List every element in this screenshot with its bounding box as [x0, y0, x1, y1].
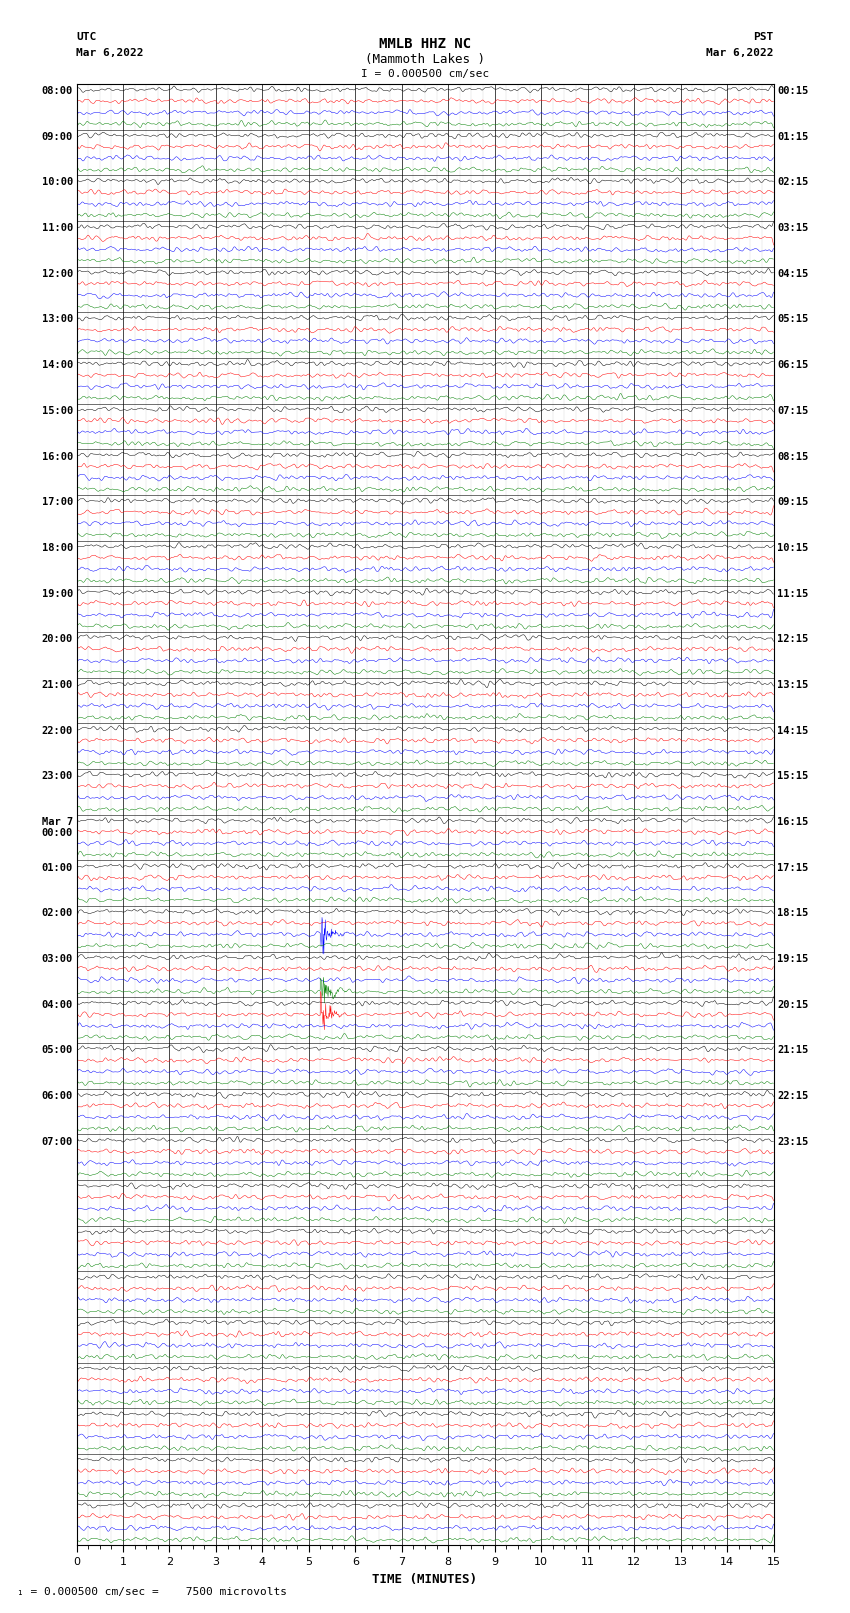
- Text: Mar 7
00:00: Mar 7 00:00: [42, 816, 73, 839]
- Text: 01:00: 01:00: [42, 863, 73, 873]
- Text: 04:15: 04:15: [777, 269, 808, 279]
- Text: 23:15: 23:15: [777, 1137, 808, 1147]
- Text: 14:15: 14:15: [777, 726, 808, 736]
- Text: 02:15: 02:15: [777, 177, 808, 187]
- Text: 21:15: 21:15: [777, 1045, 808, 1055]
- Text: 19:15: 19:15: [777, 953, 808, 965]
- Text: 11:15: 11:15: [777, 589, 808, 598]
- Text: 09:15: 09:15: [777, 497, 808, 506]
- Text: 10:00: 10:00: [42, 177, 73, 187]
- Text: 06:00: 06:00: [42, 1090, 73, 1100]
- Text: 22:00: 22:00: [42, 726, 73, 736]
- X-axis label: TIME (MINUTES): TIME (MINUTES): [372, 1573, 478, 1586]
- Text: 14:00: 14:00: [42, 360, 73, 369]
- Text: UTC: UTC: [76, 32, 97, 42]
- Text: 13:00: 13:00: [42, 315, 73, 324]
- Text: 00:15: 00:15: [777, 85, 808, 97]
- Text: 15:15: 15:15: [777, 771, 808, 781]
- Text: 22:15: 22:15: [777, 1090, 808, 1100]
- Text: 11:00: 11:00: [42, 223, 73, 234]
- Text: 23:00: 23:00: [42, 771, 73, 781]
- Text: 16:00: 16:00: [42, 452, 73, 461]
- Text: 17:00: 17:00: [42, 497, 73, 506]
- Text: 03:15: 03:15: [777, 223, 808, 234]
- Text: Mar 6,2022: Mar 6,2022: [706, 48, 774, 58]
- Text: 18:00: 18:00: [42, 544, 73, 553]
- Text: 15:00: 15:00: [42, 406, 73, 416]
- Text: 20:15: 20:15: [777, 1000, 808, 1010]
- Text: 05:15: 05:15: [777, 315, 808, 324]
- Text: 01:15: 01:15: [777, 132, 808, 142]
- Text: I = 0.000500 cm/sec: I = 0.000500 cm/sec: [361, 69, 489, 79]
- Text: 02:00: 02:00: [42, 908, 73, 918]
- Text: 16:15: 16:15: [777, 816, 808, 827]
- Text: 21:00: 21:00: [42, 679, 73, 690]
- Text: 12:15: 12:15: [777, 634, 808, 644]
- Text: 04:00: 04:00: [42, 1000, 73, 1010]
- Text: MMLB HHZ NC: MMLB HHZ NC: [379, 37, 471, 52]
- Text: 03:00: 03:00: [42, 953, 73, 965]
- Text: 10:15: 10:15: [777, 544, 808, 553]
- Text: 13:15: 13:15: [777, 679, 808, 690]
- Text: 05:00: 05:00: [42, 1045, 73, 1055]
- Text: 07:00: 07:00: [42, 1137, 73, 1147]
- Text: 18:15: 18:15: [777, 908, 808, 918]
- Text: Mar 6,2022: Mar 6,2022: [76, 48, 144, 58]
- Text: PST: PST: [753, 32, 774, 42]
- Text: 20:00: 20:00: [42, 634, 73, 644]
- Text: (Mammoth Lakes ): (Mammoth Lakes ): [365, 53, 485, 66]
- Text: 07:15: 07:15: [777, 406, 808, 416]
- Text: 12:00: 12:00: [42, 269, 73, 279]
- Text: 06:15: 06:15: [777, 360, 808, 369]
- Text: 08:00: 08:00: [42, 85, 73, 97]
- Text: 09:00: 09:00: [42, 132, 73, 142]
- Text: 19:00: 19:00: [42, 589, 73, 598]
- Text: ₁ = 0.000500 cm/sec =    7500 microvolts: ₁ = 0.000500 cm/sec = 7500 microvolts: [17, 1587, 287, 1597]
- Text: 08:15: 08:15: [777, 452, 808, 461]
- Text: 17:15: 17:15: [777, 863, 808, 873]
